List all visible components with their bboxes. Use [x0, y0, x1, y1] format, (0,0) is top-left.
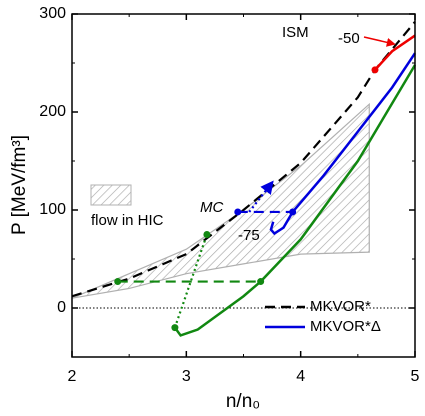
y-axis-label: P [MeV/fm³]	[9, 135, 30, 235]
x-axis-label: n/n₀	[226, 391, 260, 412]
point	[289, 208, 297, 216]
annotation: ISM	[282, 24, 309, 41]
y-tick-label: 100	[39, 201, 66, 218]
annotation: MC	[200, 199, 223, 216]
series-line	[248, 180, 274, 213]
annotation: -75	[238, 227, 260, 244]
legend-label: MKVOR*	[310, 298, 371, 315]
series-line	[374, 34, 416, 71]
band-legend-swatch	[90, 184, 132, 206]
series-line	[173, 234, 208, 328]
annotation: -50	[338, 30, 360, 47]
point	[114, 278, 122, 286]
y-tick-label: 200	[39, 103, 66, 120]
annotation-arrow	[363, 36, 396, 47]
point	[257, 278, 265, 286]
x-tick-label: 5	[411, 368, 420, 385]
point	[234, 208, 242, 216]
x-tick-label: 3	[182, 368, 191, 385]
point	[371, 66, 379, 74]
y-tick-label: 0	[57, 299, 66, 316]
legend-label: MKVOR*Δ	[310, 318, 381, 335]
point	[203, 231, 211, 238]
band-legend-label: flow in HIC	[91, 212, 164, 229]
point	[171, 324, 179, 332]
y-tick-label: 300	[39, 5, 66, 22]
flow-band	[71, 102, 370, 299]
x-tick-label: 2	[68, 368, 77, 385]
series-line	[173, 64, 417, 337]
x-tick-label: 4	[296, 368, 305, 385]
